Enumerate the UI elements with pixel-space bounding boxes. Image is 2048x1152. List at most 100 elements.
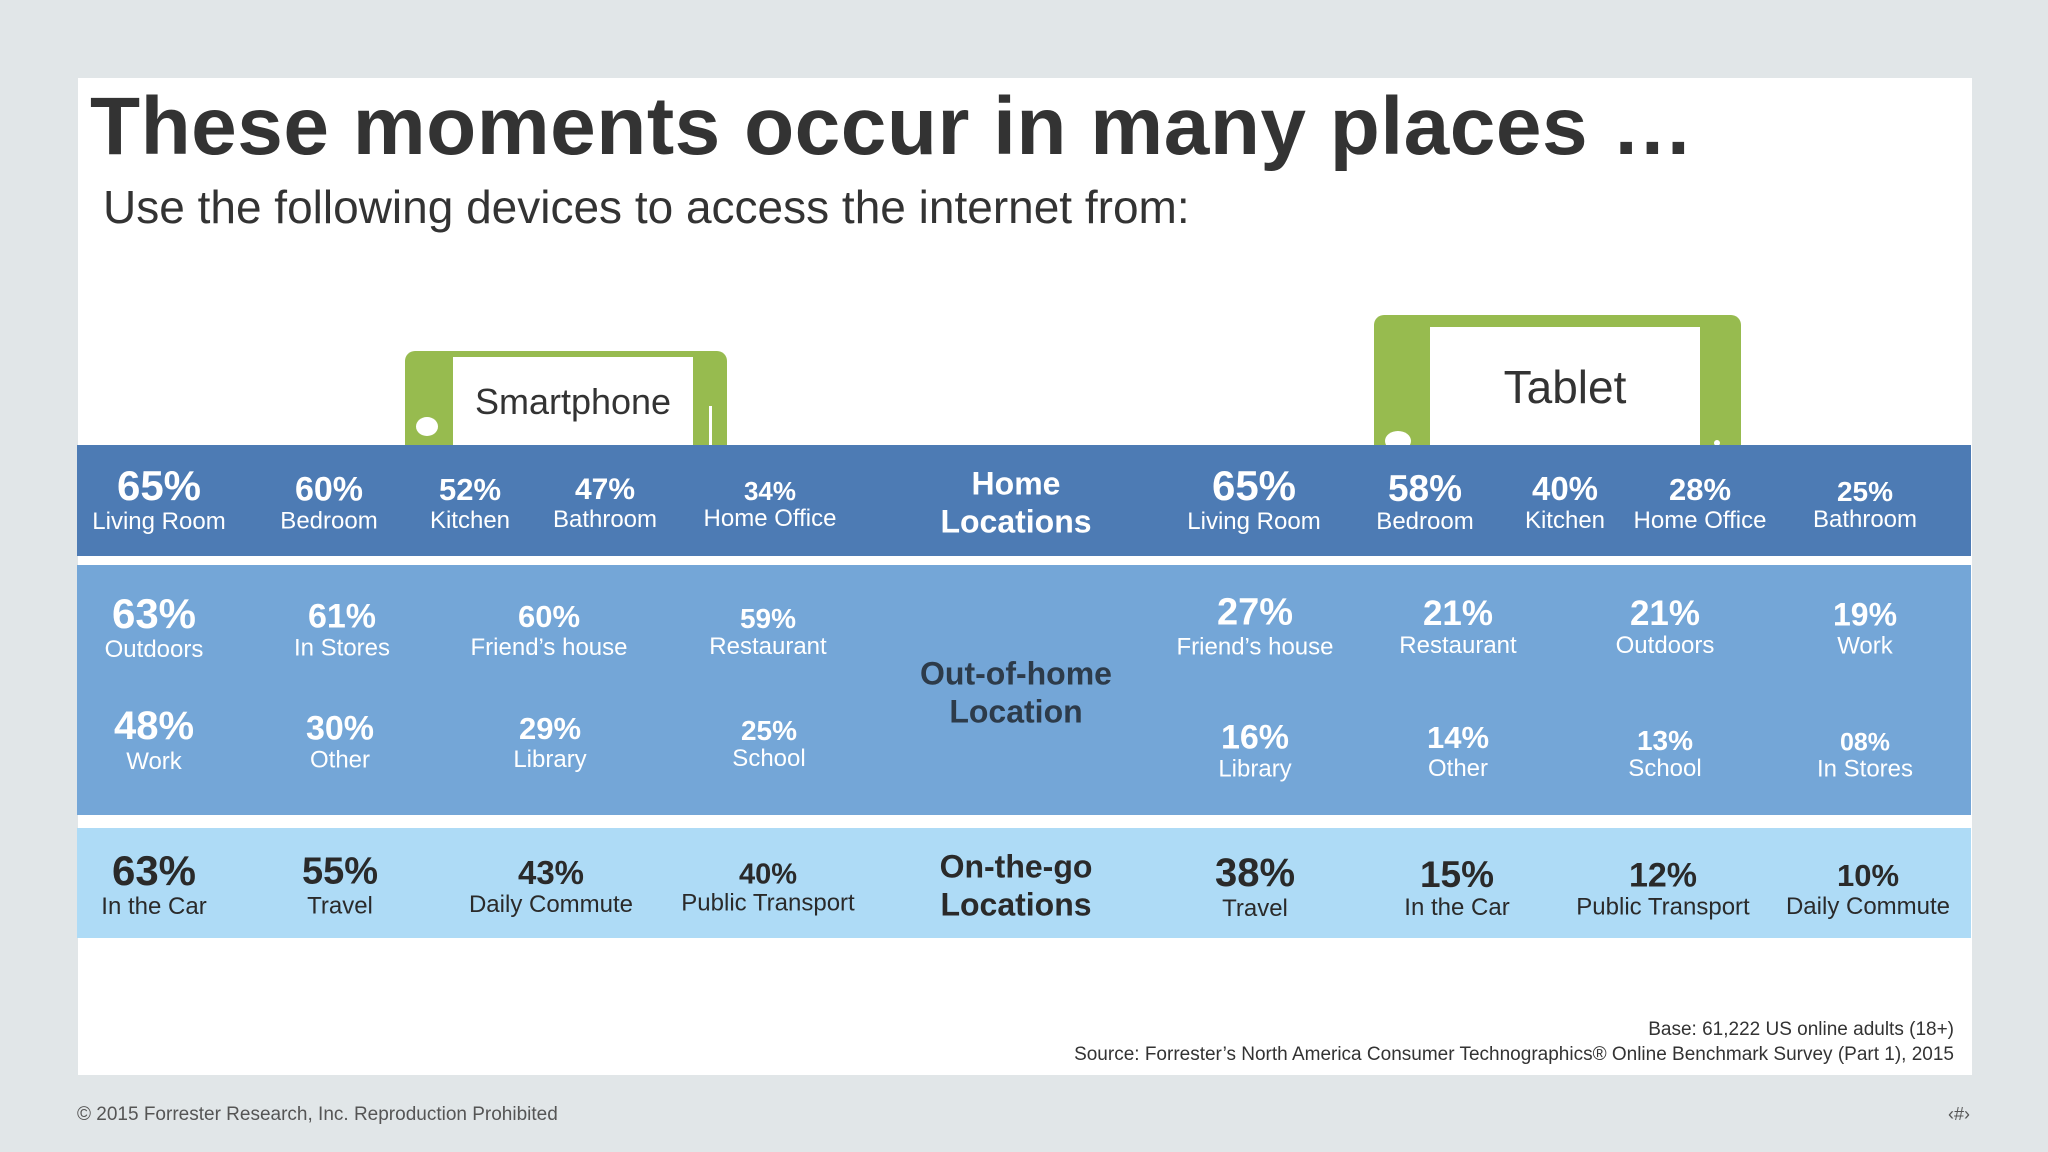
out-smartphone-cell: 30% Other <box>306 710 374 775</box>
stat-value: 27% <box>1216 591 1294 634</box>
stat-label: Home Office <box>703 505 837 533</box>
home-smartphone-cell: 34% Home Office <box>703 476 837 533</box>
out-tablet-cell: 27% Friend’s house <box>1177 591 1334 660</box>
stat-value: 25% <box>1836 475 1894 507</box>
home-smartphone-cell: 47% Bathroom <box>553 473 657 533</box>
home-tablet-cell: 25% Bathroom <box>1813 476 1917 534</box>
stat-value: 63% <box>111 847 197 895</box>
stat-value: 58% <box>1387 467 1463 509</box>
home-tablet-cell: 65% Living Room <box>1187 462 1320 536</box>
stat-value: 16% <box>1220 718 1290 757</box>
stat-label: Outdoors <box>104 636 204 664</box>
home-smartphone-cell: 60% Bedroom <box>280 471 377 536</box>
out-tablet-cell: 21% Restaurant <box>1399 594 1516 660</box>
stat-value: 65% <box>1211 462 1297 510</box>
stat-label: Work <box>1837 632 1893 660</box>
stat-label: Work <box>126 747 182 775</box>
stat-label: Library <box>1218 755 1292 783</box>
stat-value: 38% <box>1214 851 1296 896</box>
stat-label: School <box>1628 755 1702 783</box>
home-locations-band: 65% Living Room 60% Bedroom 52% Kitchen … <box>77 445 1971 556</box>
stat-label: In the Car <box>1404 894 1510 922</box>
home-smartphone-cell: 65% Living Room <box>92 462 225 536</box>
stat-label: Restaurant <box>709 633 827 661</box>
stat-label: Bedroom <box>1376 508 1474 536</box>
go-tablet-cell: 38% Travel <box>1215 851 1295 923</box>
stat-label: Daily Commute <box>1785 892 1951 920</box>
out-of-home-band: 63% Outdoors 61% In Stores 60% Friend’s … <box>77 565 1971 815</box>
stat-label: Bathroom <box>552 505 658 533</box>
stat-label: Kitchen <box>1524 507 1606 535</box>
stat-label: Other <box>1427 754 1489 782</box>
page-title: These moments occur in many places … <box>90 81 1694 172</box>
stat-value: 55% <box>301 850 379 893</box>
stat-label: In Stores <box>1816 755 1914 783</box>
stat-label: Living Room <box>1187 508 1321 536</box>
out-smartphone-cell: 61% In Stores <box>294 598 390 663</box>
out-tablet-cell: 16% Library <box>1218 719 1291 784</box>
stat-label: Restaurant <box>1399 632 1517 660</box>
go-tablet-cell: 10% Daily Commute <box>1785 858 1951 921</box>
out-smartphone-cell: 29% Library <box>513 711 586 774</box>
home-tablet-cell: 28% Home Office <box>1633 472 1767 535</box>
stat-value: 08% <box>1839 728 1891 757</box>
source-note: Source: Forrester’s North America Consum… <box>1074 1044 1954 1065</box>
stat-label: Public Transport <box>1576 893 1750 921</box>
go-tablet-cell: 15% In the Car <box>1404 854 1509 922</box>
out-smartphone-cell: 63% Outdoors <box>105 590 204 664</box>
stat-value: 63% <box>111 590 197 638</box>
stat-label: Living Room <box>92 508 226 536</box>
go-smartphone-cell: 63% In the Car <box>101 847 206 921</box>
stat-label: Bedroom <box>280 507 378 535</box>
stat-label: Friend’s house <box>470 633 628 661</box>
stat-label: Daily Commute <box>468 891 634 919</box>
home-locations-heading: Home Locations <box>940 465 1092 540</box>
stat-label: Other <box>309 746 371 774</box>
stat-label: Friend’s house <box>1176 632 1334 660</box>
stat-value: 14% <box>1426 720 1490 756</box>
stat-value: 25% <box>740 714 798 746</box>
base-note: Base: 61,222 US online adults (18+) <box>1648 1019 1954 1040</box>
stat-value: 21% <box>1422 593 1494 633</box>
out-tablet-cell: 08% In Stores <box>1817 729 1913 784</box>
stat-value: 43% <box>517 854 585 892</box>
stat-value: 59% <box>739 602 797 634</box>
out-tablet-cell: 21% Outdoors <box>1616 594 1715 660</box>
stat-value: 13% <box>1636 724 1694 756</box>
tablet-side-dot <box>1714 440 1720 446</box>
out-smartphone-cell: 25% School <box>732 715 805 773</box>
stat-label: Public Transport <box>681 889 855 917</box>
out-tablet-cell: 13% School <box>1628 725 1701 783</box>
stat-value: 19% <box>1832 596 1898 633</box>
stat-value: 15% <box>1419 853 1495 895</box>
stat-label: Home Office <box>1633 506 1767 534</box>
stat-value: 40% <box>1531 470 1599 508</box>
stat-label: Travel <box>1222 894 1288 922</box>
stat-value: 34% <box>743 476 797 507</box>
on-the-go-heading: On-the-go Locations <box>939 848 1093 923</box>
page-subtitle: Use the following devices to access the … <box>103 181 1190 233</box>
go-smartphone-cell: 43% Daily Commute <box>468 854 634 919</box>
stat-value: 40% <box>738 858 798 891</box>
home-tablet-cell: 40% Kitchen <box>1524 470 1606 535</box>
stat-value: 29% <box>518 711 582 747</box>
smartphone-side-slot <box>709 406 712 446</box>
on-the-go-band: 63% In the Car 55% Travel 43% Daily Comm… <box>77 828 1971 938</box>
stat-value: 60% <box>294 470 364 509</box>
stat-value: 65% <box>116 462 202 510</box>
stat-label: In Stores <box>293 634 391 662</box>
smartphone-label: Smartphone <box>453 357 693 446</box>
stat-value: 21% <box>1629 593 1701 633</box>
stat-value: 10% <box>1836 858 1900 894</box>
tablet-graphic: Tablet <box>1374 315 1741 451</box>
stat-value: 12% <box>1628 856 1698 895</box>
stat-label: In the Car <box>101 893 207 921</box>
out-smartphone-cell: 60% Friend’s house <box>470 599 628 662</box>
stat-label: School <box>732 745 806 773</box>
stat-value: 61% <box>307 597 377 636</box>
stat-value: 30% <box>305 709 375 748</box>
stat-label: Kitchen <box>429 506 511 534</box>
out-tablet-cell: 14% Other <box>1426 720 1490 783</box>
copyright-footer: © 2015 Forrester Research, Inc. Reproduc… <box>77 1104 558 1125</box>
stat-value: 52% <box>438 472 502 508</box>
